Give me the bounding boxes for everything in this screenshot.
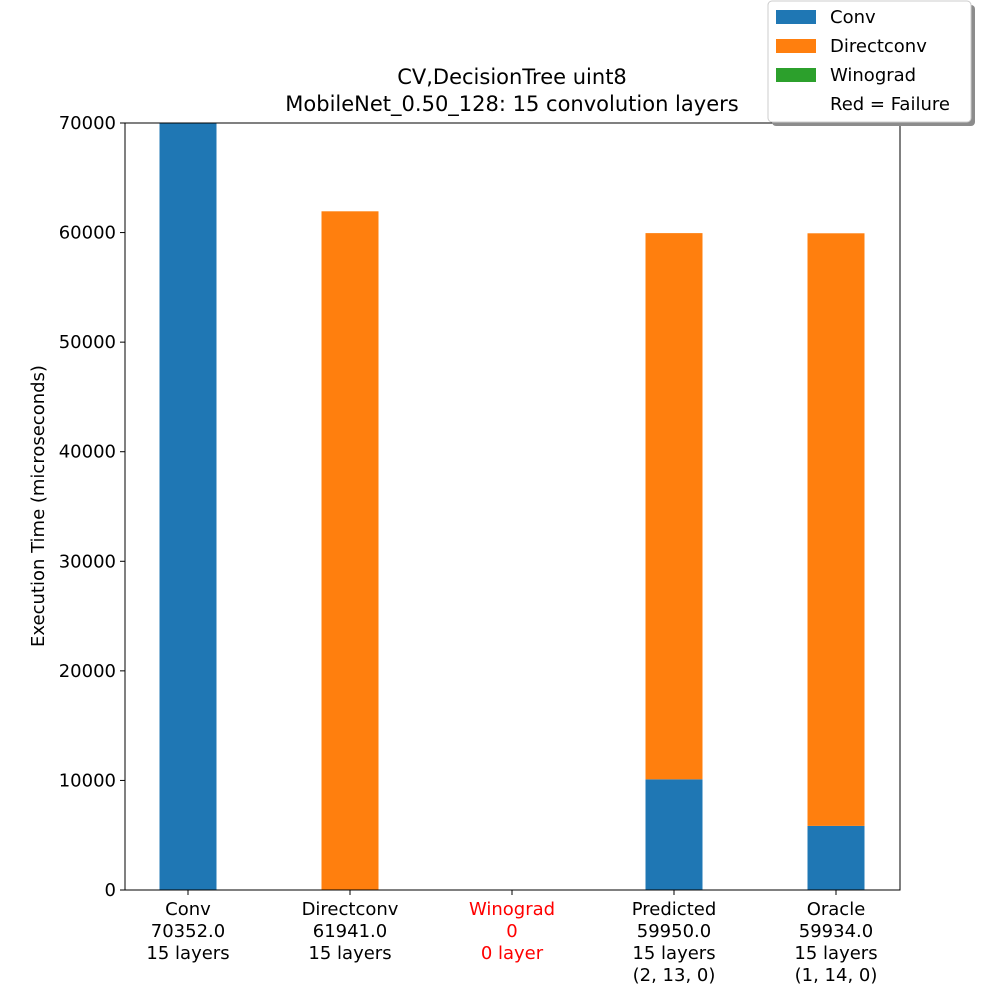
legend: Conv Directconv Winograd Red = Failure [767, 0, 975, 126]
legend-label-winograd: Winograd [830, 65, 916, 86]
x-tick-label-line: 0 [506, 921, 517, 942]
legend-label-directconv: Directconv [830, 36, 927, 57]
bar-directconv-directconv [321, 211, 379, 891]
x-tick-label-line: Predicted [632, 899, 717, 920]
bar-conv-oracle [807, 825, 865, 890]
x-tick-label-conv: Conv 70352.0 15 layers [146, 899, 229, 964]
x-tick-label-line: 61941.0 [313, 921, 387, 942]
legend-swatch-winograd [776, 68, 816, 82]
x-tick-label-line: 15 layers [146, 943, 229, 964]
x-tick-label-predicted: Predicted 59950.0 15 layers (2, 13, 0) [632, 899, 717, 986]
x-tick-label-line: 59950.0 [637, 921, 711, 942]
chart-title-line-1: CV,DecisionTree uint8 [397, 65, 627, 89]
y-axis-label: Execution Time (microseconds) [28, 365, 49, 647]
y-tick-label: 50000 [59, 332, 116, 353]
x-tick-label-line: 70352.0 [151, 921, 225, 942]
y-tick-label: 20000 [59, 661, 116, 682]
x-tick-label-winograd: Winograd 0 0 layer [469, 899, 555, 964]
x-tick-label-line: Winograd [469, 899, 555, 920]
legend-failure-note: Red = Failure [830, 94, 950, 115]
y-tick-label: 0 [105, 880, 116, 901]
x-tick-label-line: 15 layers [794, 943, 877, 964]
x-tick-label-directconv: Directconv 61941.0 15 layers [302, 899, 399, 964]
y-axis: 0 10000 20000 30000 40000 50000 60000 70000 [59, 113, 125, 901]
legend-swatch-directconv [776, 39, 816, 53]
bar-directconv-oracle [807, 233, 865, 826]
y-tick-label: 70000 [59, 113, 116, 134]
plot-frame [124, 122, 901, 891]
legend-box [767, 0, 972, 123]
y-tick-label: 10000 [59, 770, 116, 791]
y-tick-label: 30000 [59, 551, 116, 572]
x-tick-label-line: 15 layers [308, 943, 391, 964]
x-tick-label-line: (1, 14, 0) [795, 965, 878, 986]
x-tick-label-line: Directconv [302, 899, 399, 920]
chart-title-line-2: MobileNet_0.50_128: 15 convolution layer… [285, 92, 738, 117]
x-tick-label-line: (2, 13, 0) [633, 965, 716, 986]
y-tick-label: 60000 [59, 223, 116, 244]
x-tick-label-line: Oracle [807, 899, 866, 920]
x-tick-label-line: 0 layer [481, 943, 544, 964]
x-tick-label-line: Conv [165, 899, 211, 920]
legend-swatch-conv [776, 10, 816, 24]
x-tick-label-oracle: Oracle 59934.0 15 layers (1, 14, 0) [794, 899, 877, 986]
bar-conv-predicted [645, 779, 703, 890]
legend-label-conv: Conv [830, 7, 876, 28]
x-tick-label-line: 15 layers [632, 943, 715, 964]
bar-directconv-predicted [645, 233, 703, 780]
x-tick-label-line: 59934.0 [799, 921, 873, 942]
bar-conv-conv [159, 123, 217, 890]
bars-group [159, 123, 865, 891]
y-tick-label: 40000 [59, 442, 116, 463]
